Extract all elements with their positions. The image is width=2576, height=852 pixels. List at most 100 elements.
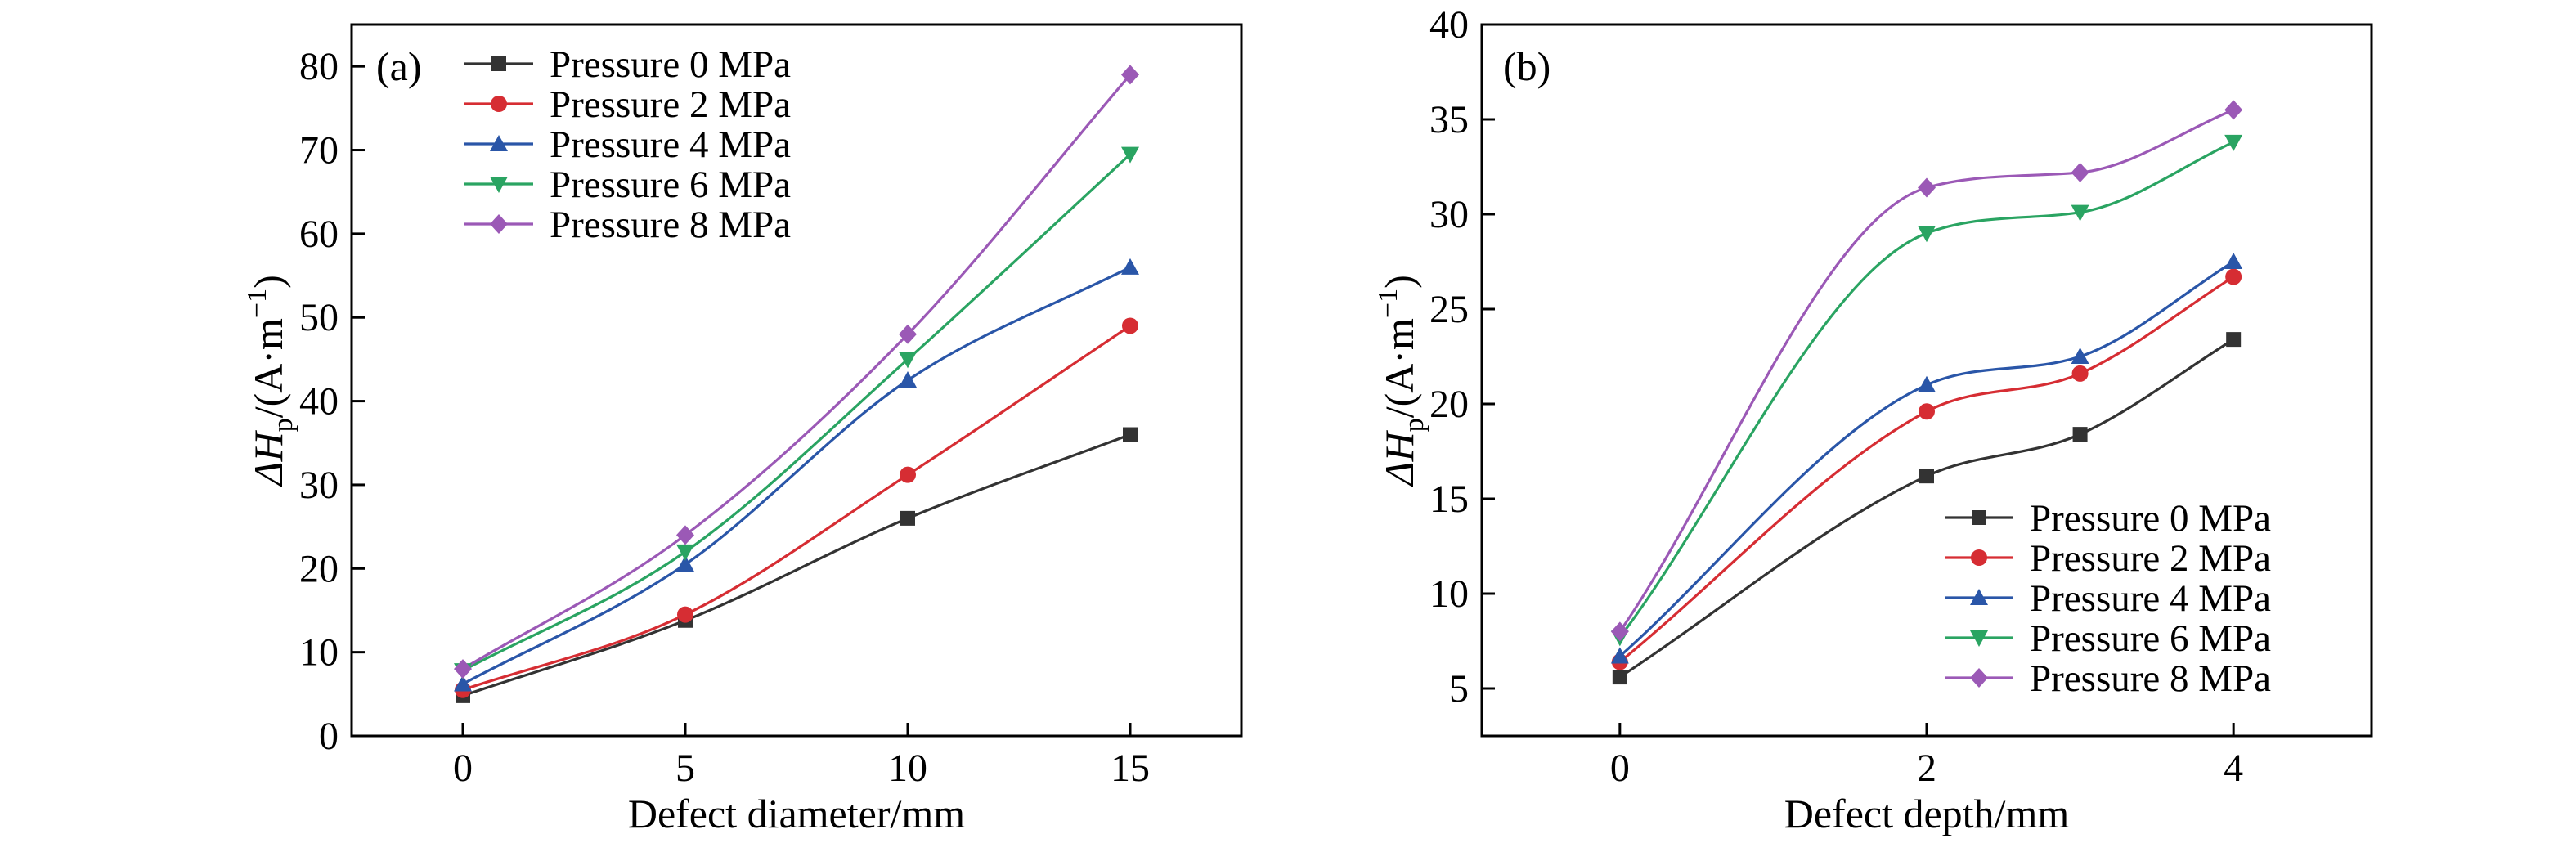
y-axis-title-b-unit-close: ) [1376, 275, 1422, 289]
data-point-b-2-3 [2224, 253, 2243, 269]
data-point-a-2-0 [454, 675, 472, 692]
y-tick-label-a-6: 60 [299, 213, 339, 256]
series-line-b-4 [1618, 108, 2234, 633]
y-tick-label-b-6: 35 [1429, 98, 1469, 141]
data-point-b-3-3 [2224, 134, 2243, 151]
legend-label-a-3: Pressure 6 MPa [550, 164, 791, 206]
axis-ticks-b: 0 2 4 5 10 15 20 25 30 35 40 [1429, 3, 2243, 790]
data-point-b-2-0 [1610, 647, 1629, 664]
y-axis-title-a-unit-open: /(A·m [245, 318, 291, 418]
x-tick-label-a-1: 5 [675, 747, 695, 790]
legend-label-b-1: Pressure 2 MPa [2030, 537, 2271, 580]
data-point-a-3-3 [1121, 146, 1139, 164]
y-tick-label-b-7: 40 [1429, 3, 1469, 47]
data-point-b-1-3 [2225, 268, 2242, 285]
data-point-b-2-2 [2071, 348, 2089, 364]
panel-a: (a) 0 5 10 15 0 10 20 30 40 50 60 70 80 Pressure 0 M… [242, 23, 1243, 836]
panel-label-b: (b) [1503, 43, 1551, 89]
data-point-a-4-3 [1121, 65, 1139, 85]
series-line-b-0 [1618, 338, 2235, 679]
y-tick-label-a-0: 0 [319, 715, 339, 758]
y-tick-label-b-3: 20 [1429, 383, 1469, 426]
data-point-a-1-2 [900, 466, 916, 483]
y-axis-title-b-unit-open: /(A·m [1376, 318, 1422, 418]
data-point-a-4-1 [676, 525, 694, 545]
x-axis-title-b: Defect depth/mm [1784, 791, 2070, 836]
y-tick-label-b-5: 30 [1429, 193, 1469, 236]
data-point-b-0-0 [1612, 670, 1627, 685]
data-point-b-1-2 [2071, 365, 2089, 382]
series-markers-a [454, 65, 1139, 703]
series-line-b-3 [1618, 141, 2234, 639]
data-point-a-2-3 [1121, 258, 1139, 275]
data-point-a-1-3 [1122, 317, 1138, 334]
x-tick-label-a-3: 15 [1111, 747, 1150, 790]
y-axis-title-a-main: ΔH [245, 429, 291, 487]
x-tick-label-b-2: 4 [2224, 747, 2243, 790]
series-markers-b [1610, 100, 2243, 685]
data-point-a-1-1 [677, 606, 693, 623]
y-tick-label-b-1: 10 [1429, 572, 1469, 616]
y-axis-title-b-main: ΔH [1376, 429, 1422, 487]
y-axis-title-a-unit-close: ) [245, 275, 291, 289]
legend-label-b-4: Pressure 8 MPa [2030, 657, 2271, 700]
series-line-a-0 [462, 433, 1131, 697]
y-axis-title-a: ΔHp/(A·m−1) [242, 275, 298, 487]
legend-label-a-0: Pressure 0 MPa [550, 43, 791, 86]
x-tick-label-a-2: 10 [888, 747, 927, 790]
data-point-b-3-2 [2071, 204, 2089, 222]
x-tick-label-b-0: 0 [1610, 747, 1630, 790]
legend-label-a-1: Pressure 2 MPa [550, 83, 791, 126]
series-lines-b [1618, 108, 2235, 679]
y-tick-label-a-2: 20 [299, 547, 339, 590]
legend-label-b-3: Pressure 6 MPa [2030, 617, 2271, 660]
data-point-b-1-1 [1919, 403, 1935, 420]
legend-label-a-2: Pressure 4 MPa [550, 123, 791, 166]
plot-frame-a [350, 23, 1243, 738]
data-point-b-2-1 [1918, 375, 1936, 392]
legend-marker-a-0 [491, 56, 506, 71]
series-line-b-2 [1618, 260, 2235, 657]
data-point-a-2-1 [676, 555, 694, 572]
legend-label-a-4: Pressure 8 MPa [550, 204, 791, 246]
data-point-a-2-2 [899, 371, 917, 388]
axis-ticks-a: 0 5 10 15 0 10 20 30 40 50 60 70 80 [299, 45, 1150, 790]
data-point-a-0-2 [900, 510, 915, 526]
data-point-b-0-2 [2072, 427, 2088, 442]
y-tick-label-a-1: 10 [299, 631, 339, 675]
series-line-a-2 [462, 266, 1131, 685]
series-line-a-4 [462, 74, 1132, 670]
data-point-b-0-1 [1919, 469, 1934, 484]
y-axis-title-b-sub: p [1399, 418, 1429, 432]
series-line-a-1 [462, 325, 1131, 692]
data-point-b-0-3 [2226, 332, 2242, 348]
data-point-a-3-2 [899, 352, 917, 369]
data-point-b-4-1 [1918, 177, 1936, 198]
data-point-b-3-1 [1918, 226, 1936, 243]
panel-label-a: (a) [376, 43, 422, 89]
x-tick-label-b-1: 2 [1917, 747, 1936, 790]
data-point-b-4-0 [1610, 621, 1629, 642]
x-axis-title-a: Defect diameter/mm [628, 791, 965, 836]
data-point-b-4-2 [2071, 162, 2089, 182]
y-tick-label-a-7: 70 [299, 129, 339, 173]
legend-marker-a-2 [490, 135, 508, 151]
legend-marker-b-1 [1971, 549, 1987, 566]
y-axis-title-b: ΔHp/(A·m−1) [1373, 275, 1429, 487]
y-axis-title-b-sup: −1 [1373, 289, 1403, 318]
y-tick-label-a-5: 50 [299, 296, 339, 339]
y-tick-label-b-4: 25 [1429, 288, 1469, 331]
data-point-a-0-3 [1123, 427, 1138, 442]
y-axis-title-a-sub: p [268, 418, 298, 432]
y-tick-label-a-3: 30 [299, 464, 339, 507]
data-point-a-3-1 [676, 544, 694, 561]
series-line-a-3 [462, 153, 1132, 672]
legend-marker-b-0 [1972, 510, 1986, 525]
legend-marker-b-3 [1970, 630, 1988, 647]
data-point-b-4-3 [2224, 100, 2243, 120]
y-tick-label-a-4: 40 [299, 380, 339, 424]
y-tick-label-b-2: 15 [1429, 478, 1469, 521]
